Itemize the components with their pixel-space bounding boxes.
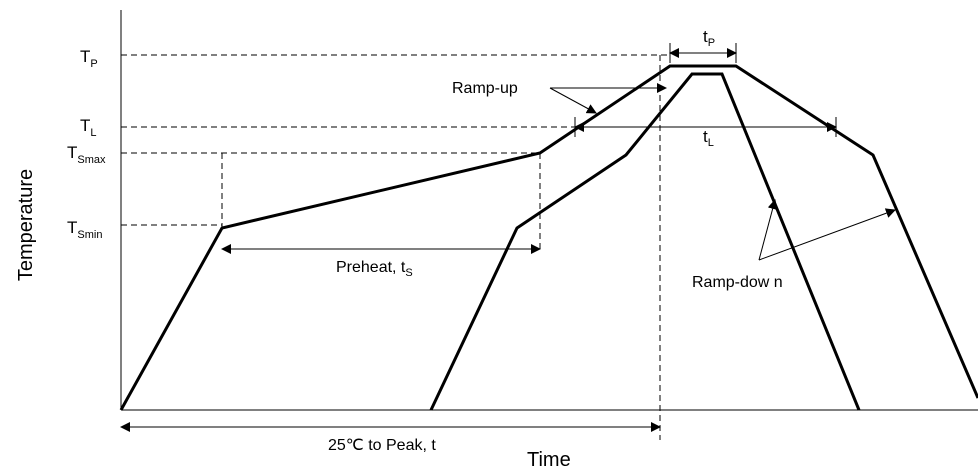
tl-label: TL bbox=[80, 116, 97, 139]
x-axis-title: Time bbox=[527, 449, 571, 471]
ramp-up-label: Ramp-up bbox=[452, 80, 518, 97]
y-axis-title: Temperature bbox=[15, 169, 37, 281]
preheat-label: Preheat, tS bbox=[336, 259, 413, 279]
tp-duration-label: tP bbox=[703, 27, 715, 49]
ramp-up-pointer-2 bbox=[549, 87, 597, 114]
ramp-down-label: Ramp-dow n bbox=[692, 274, 783, 291]
tsmax-label: TSmax bbox=[67, 143, 106, 166]
tl-duration-label: tL bbox=[703, 127, 714, 149]
total-time-label: 25℃ to Peak, t bbox=[328, 437, 436, 454]
tsmin-label: TSmin bbox=[67, 218, 102, 241]
ramp-down-pointer-1 bbox=[758, 199, 778, 261]
reference-lines bbox=[121, 54, 670, 440]
lower-limit-profile bbox=[429, 72, 861, 411]
ramp-down-pointer-2 bbox=[758, 208, 896, 261]
upper-limit-profile bbox=[119, 64, 978, 411]
tp-label: TP bbox=[80, 47, 98, 70]
